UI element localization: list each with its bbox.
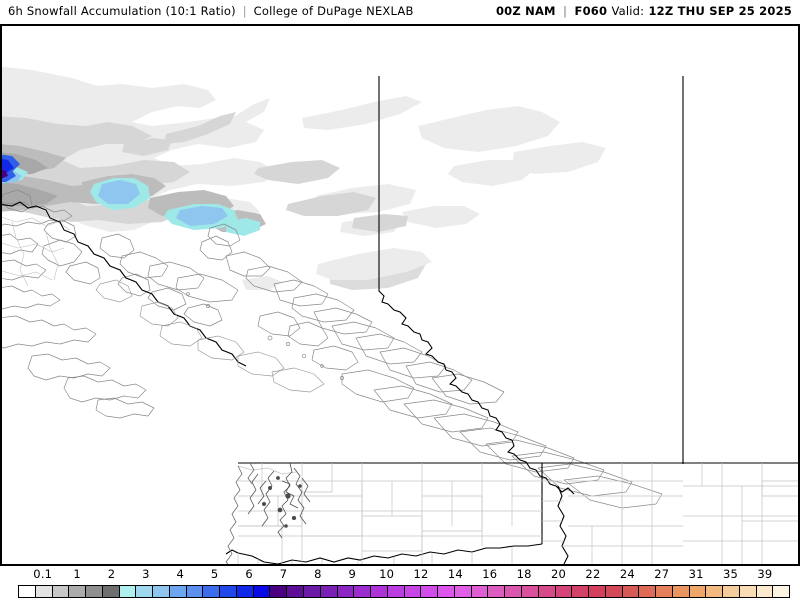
- provider-name: College of DuPage NEXLAB: [253, 4, 414, 18]
- header-separator-2: |: [562, 4, 568, 18]
- colorbar-swatch: [639, 586, 657, 597]
- colorbar-swatch: [354, 586, 372, 597]
- header-separator: |: [242, 4, 247, 18]
- colorbar-swatch: [773, 586, 790, 597]
- colorbar-swatch: [287, 586, 305, 597]
- colorbar-swatch: [605, 586, 623, 597]
- header-left-group: 6h Snowfall Accumulation (10:1 Ratio) | …: [8, 4, 414, 18]
- colorbar-swatch: [153, 586, 170, 597]
- colorbar-swatch: [505, 586, 522, 597]
- colorbar-swatch: [35, 586, 53, 597]
- snowfall-contour-fills: [2, 66, 606, 290]
- colorbar-swatch: [572, 586, 590, 597]
- colorbar-tick-label: 18: [516, 567, 532, 581]
- colorbar-tick-label: 5: [210, 567, 219, 581]
- colorbar-swatch: [19, 586, 36, 597]
- colorbar-swatch: [169, 586, 187, 597]
- colorbar-swatch: [521, 586, 539, 597]
- colorbar-tick-label: 24: [619, 567, 635, 581]
- colorbar-swatch: [102, 586, 120, 597]
- colorbar-tick-label: 20: [551, 567, 567, 581]
- valid-label: Valid:: [611, 4, 645, 18]
- colorbar-swatch: [589, 586, 606, 597]
- colorbar-tick-label: 7: [279, 567, 288, 581]
- map-canvas[interactable]: [0, 24, 800, 566]
- colorbar-swatch: [86, 586, 103, 597]
- colorbar-tick-label: 3: [142, 567, 150, 581]
- colorbar-tick-label: 6: [245, 567, 253, 581]
- colorbar-tick-label: 27: [654, 567, 670, 581]
- colorbar-swatch: [337, 586, 355, 597]
- colorbar-tick-label: 10: [379, 567, 395, 581]
- colorbar-legend[interactable]: 0.1 1 2 3 4 5 6 7 8 9 10 12 14 16 18 20 22 24 27 31 35 39: [0, 566, 800, 600]
- colorbar-tick-label: 14: [447, 567, 463, 581]
- colorbar-swatch: [739, 586, 757, 597]
- colorbar-swatch: [320, 586, 338, 597]
- colorbar-swatch: [52, 586, 70, 597]
- colorbar-swatch: [656, 586, 673, 597]
- valid-time-label: 12Z THU SEP 25 2025: [648, 4, 792, 18]
- colorbar-swatch: [119, 586, 137, 597]
- colorbar-swatch: [672, 586, 690, 597]
- colorbar-swatch: [438, 586, 455, 597]
- colorbar-swatch: [136, 586, 154, 597]
- map-graphics: [2, 66, 798, 564]
- colorbar-swatch: [756, 586, 774, 597]
- colorbar-swatch: [371, 586, 388, 597]
- international-borders: [2, 76, 798, 564]
- colorbar-tick-label: 35: [722, 567, 739, 581]
- county-outlines: [237, 463, 798, 564]
- colorbar-swatch: [689, 586, 707, 597]
- colorbar-swatch: [723, 586, 740, 597]
- colorbar-swatch: [404, 586, 422, 597]
- island-outlines: [95, 279, 325, 393]
- colorbar-swatch: [454, 586, 472, 597]
- colorbar-swatch: [538, 586, 556, 597]
- colorbar-tick-label: 9: [348, 567, 356, 581]
- colorbar-swatches[interactable]: [18, 585, 790, 598]
- colorbar-swatch: [270, 586, 288, 597]
- colorbar-tick-label: 1: [73, 567, 81, 581]
- alaska-interior-detail: [2, 217, 71, 287]
- colorbar-swatch: [304, 586, 321, 597]
- colorbar-tick-label: 0.1: [33, 567, 53, 581]
- colorbar-tick-label: 4: [176, 567, 185, 581]
- colorbar-swatch: [220, 586, 237, 597]
- colorbar-tick-label: 8: [314, 567, 322, 581]
- model-run-label: 00Z NAM: [495, 4, 556, 18]
- colorbar-swatch: [186, 586, 204, 597]
- colorbar-tick-label: 39: [757, 567, 773, 581]
- colorbar-swatch: [488, 586, 506, 597]
- header-right-group: 00Z NAM | F060 Valid: 12Z THU SEP 25 202…: [496, 4, 792, 18]
- colorbar-tick-label: 2: [107, 567, 116, 581]
- colorbar-swatch: [555, 586, 573, 597]
- colorbar-tick-label: 16: [482, 567, 498, 581]
- colorbar-swatch: [421, 586, 439, 597]
- colorbar-swatch: [203, 586, 221, 597]
- colorbar-swatch: [236, 586, 254, 597]
- map-header-bar: 6h Snowfall Accumulation (10:1 Ratio) | …: [0, 0, 800, 24]
- pacific-coastline: [225, 462, 255, 564]
- product-title: 6h Snowfall Accumulation (10:1 Ratio): [8, 4, 236, 18]
- colorbar-swatch: [253, 586, 271, 597]
- colorbar-tick-label: 12: [413, 567, 429, 581]
- coastline: [2, 189, 663, 509]
- colorbar-swatch: [471, 586, 489, 597]
- colorbar-swatch: [706, 586, 724, 597]
- colorbar-swatch: [622, 586, 640, 597]
- colorbar-swatch: [69, 586, 87, 597]
- colorbar-tick-label: 22: [585, 567, 601, 581]
- puget-sound-coastline: [247, 462, 311, 539]
- colorbar-tick-label: 31: [688, 567, 704, 581]
- colorbar-swatch: [387, 586, 405, 597]
- forecast-hour-label: F060: [574, 4, 608, 18]
- colorbar-tick-labels: 0.1 1 2 3 4 5 6 7 8 9 10 12 14 16 18 20 22 24 27 31 35 39: [0, 566, 800, 583]
